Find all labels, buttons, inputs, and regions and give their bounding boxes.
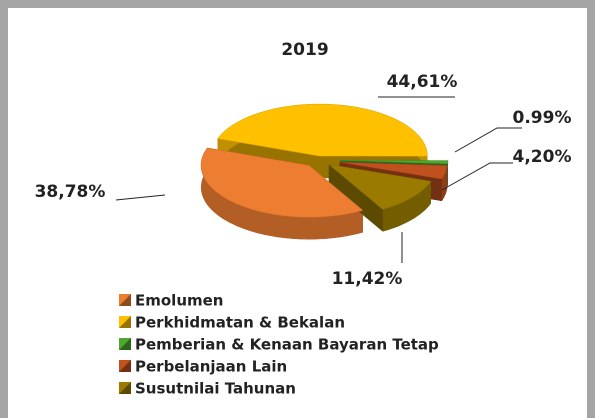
slice [339,160,449,165]
data-label: 11,42% [332,269,403,289]
slice [339,161,448,180]
chart-title: 2019 [281,40,328,60]
legend-label: Emolumen [135,292,223,310]
legend-swatch-shade [119,338,131,350]
legend-swatch-shade [119,316,131,328]
data-label: 38,78% [35,182,106,202]
data-label: 44,61% [387,72,458,92]
data-label: 0.99% [513,108,572,128]
slice [327,164,432,210]
legend-label: Perkhidmatan & Bekalan [135,314,345,332]
slice [217,103,428,157]
legend-label: Perbelanjaan Lain [135,358,287,376]
leader-line [115,194,166,201]
slice-side [201,147,363,240]
legend-swatch-shade [119,360,131,372]
slice [200,147,364,218]
legend-label: Susutnilai Tahunan [135,380,296,398]
legend-swatch-shade [119,294,131,306]
slice-side [441,165,448,201]
data-label: 4,20% [513,147,572,167]
leader-line [454,127,522,153]
slice-wall [328,164,383,232]
leader-line [441,162,513,191]
slice-side [382,181,431,232]
legend-label: Pemberian & Kenaan Bayaran Tetap [135,336,439,354]
legend-swatch-shade [119,382,131,394]
